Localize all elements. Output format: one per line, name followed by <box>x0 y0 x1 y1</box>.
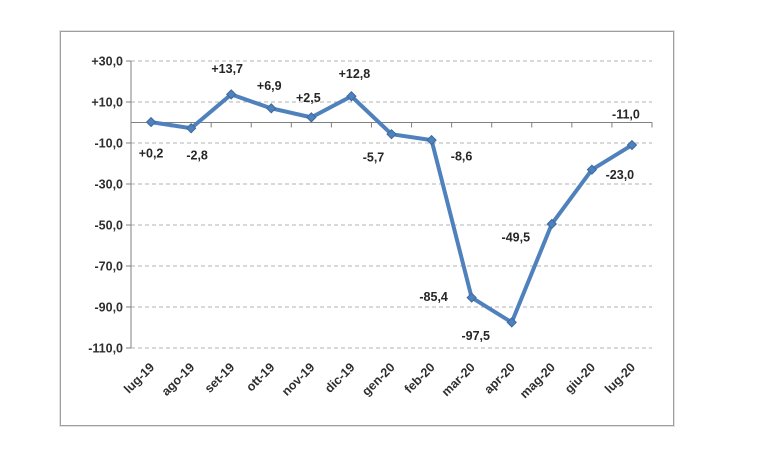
data-label: -49,5 <box>502 230 531 244</box>
data-label: -11,0 <box>612 108 640 122</box>
data-point-marker <box>225 89 237 100</box>
y-axis-tick-label: -10,0 <box>95 137 124 151</box>
data-label: -8,6 <box>451 150 473 164</box>
data-point-marker <box>506 317 517 328</box>
data-label: -23,0 <box>606 168 635 182</box>
chart-container: +30,0 +10,0 -10,0 -30,0 -50,0 -70,0 -90,0 -110,… <box>59 30 675 427</box>
data-point-marker <box>306 112 317 123</box>
data-point-marker <box>145 116 157 128</box>
y-axis-tick-label: -110,0 <box>88 342 123 356</box>
y-axis-tick-label: +30,0 <box>91 55 123 69</box>
y-axis-tick-label: -50,0 <box>95 219 124 233</box>
y-axis-tick-label: -30,0 <box>95 178 124 192</box>
data-point-marker <box>426 134 437 146</box>
data-point-marker <box>346 91 357 102</box>
x-axis-tick-label: set-19 <box>202 360 237 395</box>
data-label: -2,8 <box>186 149 208 163</box>
x-axis-tick-label: giu-20 <box>562 360 598 396</box>
y-axis-tick-label: -70,0 <box>95 260 124 274</box>
data-point-marker <box>386 128 397 140</box>
x-axis-tick-label: ago-19 <box>159 360 197 398</box>
series-line <box>149 92 634 325</box>
x-axis-tick-label: apr-20 <box>481 360 517 396</box>
line-chart: +30,0 +10,0 -10,0 -30,0 -50,0 -70,0 -90,0 -110,… <box>88 55 653 401</box>
x-axis-tick-label: lug-20 <box>602 360 638 396</box>
data-label: -97,5 <box>461 329 490 343</box>
data-point-marker <box>266 103 277 114</box>
y-axis-tick-label: -90,0 <box>95 301 124 315</box>
x-axis-tick-label: dic-19 <box>322 360 357 395</box>
x-axis-tick-label: ott-19 <box>243 360 277 394</box>
x-axis-tick-label: gen-20 <box>359 360 397 398</box>
data-point-marker <box>586 164 598 175</box>
x-axis-tick-label: mag-20 <box>517 360 558 401</box>
data-label: +13,7 <box>211 62 243 76</box>
data-point-marker <box>185 123 197 134</box>
x-axis-tick-label: lug-19 <box>121 360 157 396</box>
x-axis-tick-label: mar-20 <box>439 360 478 399</box>
data-label: +2,5 <box>296 91 321 105</box>
x-axis-tick-label: feb-20 <box>402 360 438 396</box>
data-label: -85,4 <box>419 290 448 304</box>
y-axis-tick-label: +10,0 <box>91 96 123 110</box>
data-label: +0,2 <box>139 147 164 161</box>
data-label: -5,7 <box>363 151 385 165</box>
data-point-marker <box>626 139 638 151</box>
data-point-marker <box>466 292 477 303</box>
data-point-marker <box>546 218 558 230</box>
data-label: +6,9 <box>257 79 282 93</box>
data-label: +12,8 <box>339 67 371 81</box>
x-axis-tick-label: nov-19 <box>279 360 317 398</box>
